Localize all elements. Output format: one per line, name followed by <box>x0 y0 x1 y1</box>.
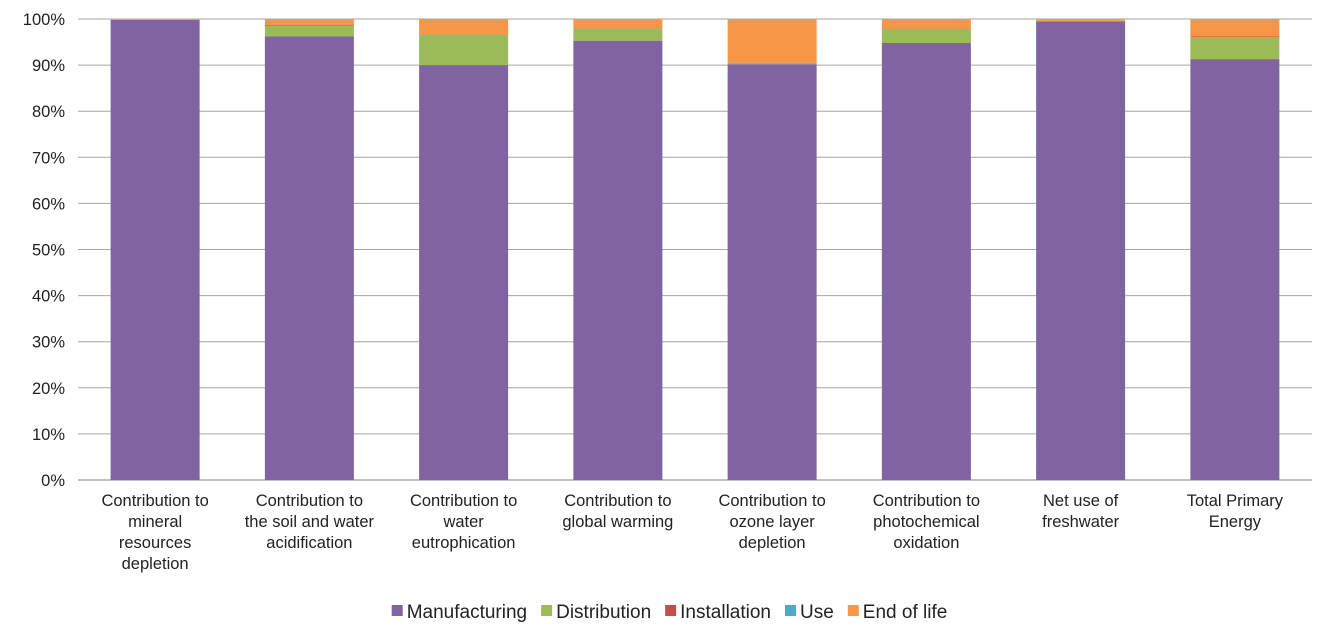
y-tick-label: 60% <box>32 195 65 213</box>
y-tick-label: 20% <box>32 380 65 398</box>
x-category-label: Contribution to <box>718 492 825 510</box>
bar-segment-manufacturing <box>727 64 817 480</box>
bar-segment-manufacturing <box>573 40 663 481</box>
bar-segment-distribution <box>727 63 817 65</box>
x-category-label: photochemical <box>873 513 979 531</box>
x-category-label: eutrophication <box>412 534 516 552</box>
x-category-label: global warming <box>562 513 673 531</box>
y-tick-label: 50% <box>32 242 65 260</box>
legend-label-manufacturing: Manufacturing <box>407 602 527 623</box>
bar-segment-end-of-life <box>573 19 663 29</box>
bar-segment-end-of-life <box>419 19 509 35</box>
legend-label-use: Use <box>800 602 834 623</box>
bar-segment-manufacturing <box>881 42 971 481</box>
x-category-label: Contribution to <box>564 492 671 510</box>
bar-segment-manufacturing <box>1036 21 1126 481</box>
legend-label-installation: Installation <box>680 602 771 623</box>
bar-segment-end-of-life <box>1190 19 1280 37</box>
x-category-label: acidification <box>266 534 352 552</box>
x-category-label: the soil and water <box>245 513 375 531</box>
legend-swatch-manufacturing <box>391 605 403 616</box>
bar-segment-manufacturing <box>1190 59 1280 481</box>
legend-swatch-distribution <box>541 605 553 616</box>
y-tick-label: 80% <box>32 103 65 121</box>
gridlines <box>78 18 1312 481</box>
y-tick-label: 70% <box>32 149 65 167</box>
y-tick-label: 100% <box>23 11 66 29</box>
legend-label-end-of-life: End of life <box>863 602 948 623</box>
y-tick-label: 0% <box>41 472 65 490</box>
bar-segment-distribution <box>1190 36 1280 60</box>
x-category-label: Total Primary <box>1187 492 1284 510</box>
bar-segment-manufacturing <box>419 65 509 480</box>
x-category-label: water <box>442 513 484 531</box>
x-category-label: freshwater <box>1042 513 1120 531</box>
bars <box>110 19 1280 481</box>
legend-swatch-installation <box>665 605 677 616</box>
legend-label-distribution: Distribution <box>556 602 651 623</box>
bar-segment-end-of-life <box>881 19 971 29</box>
bar-segment-distribution <box>881 29 971 43</box>
x-category-label: depletion <box>739 534 806 552</box>
x-category-label: Net use of <box>1043 492 1119 510</box>
x-category-label: ozone layer <box>729 513 815 531</box>
x-axis: Contribution to mineral resources depletion… <box>101 492 1283 573</box>
x-category-label: mineral <box>128 513 182 531</box>
legend-swatch-end-of-life <box>847 605 859 616</box>
bar-segment-distribution <box>573 28 663 41</box>
y-tick-label: 30% <box>32 334 65 352</box>
y-axis: 0% 10% 20% 30% 40% 50% 60% 70% 80% 90% 100% <box>23 11 66 490</box>
x-category-label: resources <box>119 534 191 552</box>
bar-segment-manufacturing <box>264 36 354 480</box>
x-category-label: Contribution to <box>101 492 208 510</box>
y-tick-label: 10% <box>32 426 65 444</box>
y-tick-label: 40% <box>32 288 65 306</box>
x-category-label: oxidation <box>893 534 959 552</box>
legend: Manufacturing Distribution Installation Use… <box>391 602 948 623</box>
x-category-label: Contribution to <box>410 492 517 510</box>
bar-segment-manufacturing <box>110 19 200 481</box>
bar-segment-distribution <box>419 34 509 66</box>
legend-swatch-use <box>785 605 796 616</box>
bar-segment-end-of-life <box>264 19 354 25</box>
x-category-label: Contribution to <box>873 492 980 510</box>
x-category-label: depletion <box>122 555 189 573</box>
bar-segment-end-of-life <box>727 19 817 63</box>
bar-segment-end-of-life <box>1036 19 1126 21</box>
bar-segment-distribution <box>264 25 354 37</box>
y-tick-label: 90% <box>32 57 65 75</box>
x-category-label: Energy <box>1209 513 1262 531</box>
x-category-label: Contribution to <box>256 492 363 510</box>
